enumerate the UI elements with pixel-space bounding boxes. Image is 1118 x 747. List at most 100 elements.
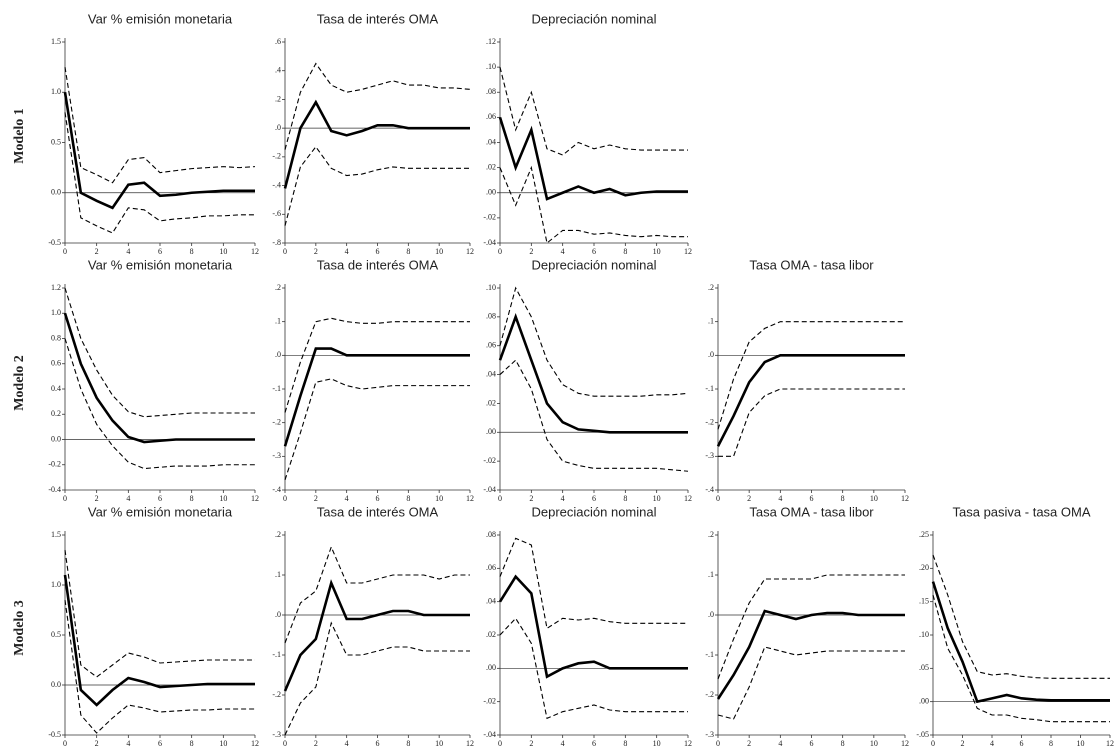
- y-tick-label: -0.2: [48, 460, 61, 469]
- line-series: [285, 583, 470, 691]
- y-tick-label: 1.2: [51, 283, 61, 292]
- y-tick-label: -.1: [272, 384, 281, 393]
- x-tick-label: 6: [158, 739, 162, 747]
- chart-title: Var % emisión monetaria: [88, 504, 233, 519]
- y-tick-label: -.1: [705, 650, 714, 659]
- x-tick-label: 8: [841, 494, 845, 503]
- x-tick-label: 0: [498, 247, 502, 256]
- y-tick-label: -.2: [272, 690, 281, 699]
- x-tick-label: 12: [251, 739, 259, 747]
- y-tick-label: .10: [486, 283, 496, 292]
- x-tick-label: 8: [623, 494, 627, 503]
- line-series: [500, 117, 688, 199]
- x-tick-label: 0: [63, 247, 67, 256]
- line-series: [65, 550, 255, 677]
- line-series: [718, 322, 905, 430]
- y-tick-label: .6: [275, 37, 281, 46]
- y-tick-label: -.3: [272, 730, 281, 739]
- x-tick-label: 4: [126, 739, 130, 747]
- x-tick-label: 4: [126, 247, 130, 256]
- line-series: [65, 575, 255, 705]
- x-tick-label: 2: [747, 494, 751, 503]
- x-tick-label: 4: [778, 739, 782, 747]
- line-series: [285, 318, 470, 412]
- line-series: [718, 355, 905, 446]
- y-tick-label: -.2: [705, 690, 714, 699]
- y-tick-label: 0.6: [51, 359, 61, 368]
- y-tick-label: .06: [486, 112, 496, 121]
- x-tick-label: 12: [466, 494, 474, 503]
- y-tick-label: -.2: [705, 417, 714, 426]
- y-tick-label: .20: [919, 563, 929, 572]
- y-tick-label: -.1: [705, 384, 714, 393]
- line-series: [285, 379, 470, 480]
- y-tick-label: 1.0: [51, 87, 61, 96]
- y-tick-label: -.3: [705, 451, 714, 460]
- chart-title: Tasa OMA - tasa libor: [749, 257, 874, 272]
- x-tick-label: 6: [376, 739, 380, 747]
- x-tick-label: 4: [561, 494, 565, 503]
- x-tick-label: 4: [561, 739, 565, 747]
- chart-title: Depreciación nominal: [531, 11, 656, 26]
- chart-title: Tasa OMA - tasa libor: [749, 504, 874, 519]
- line-series: [933, 582, 1110, 702]
- x-tick-label: 2: [314, 494, 318, 503]
- y-tick-label: .1: [708, 316, 714, 325]
- x-tick-label: 0: [716, 494, 720, 503]
- y-tick-label: -.2: [272, 152, 281, 161]
- chart-title: Var % emisión monetaria: [88, 11, 233, 26]
- y-tick-label: -.02: [483, 696, 496, 705]
- y-tick-label: .15: [919, 596, 929, 605]
- x-tick-label: 10: [870, 494, 878, 503]
- y-tick-label: -.02: [483, 213, 496, 222]
- x-tick-label: 2: [95, 247, 99, 256]
- y-tick-label: .02: [486, 162, 496, 171]
- line-series: [500, 360, 688, 471]
- chart-title: Tasa de interés OMA: [317, 257, 439, 272]
- y-tick-label: -0.4: [48, 485, 61, 494]
- x-tick-label: 6: [376, 494, 380, 503]
- y-tick-label: 0.5: [51, 630, 61, 639]
- x-tick-label: 6: [158, 247, 162, 256]
- line-series: [285, 349, 470, 447]
- x-tick-label: 8: [406, 739, 410, 747]
- y-tick-label: -.1: [272, 650, 281, 659]
- y-tick-label: .12: [486, 37, 496, 46]
- y-tick-label: 0.0: [51, 680, 61, 689]
- y-tick-label: .04: [486, 137, 496, 146]
- y-tick-label: .00: [486, 188, 496, 197]
- y-tick-label: .02: [486, 630, 496, 639]
- x-tick-label: 0: [716, 739, 720, 747]
- x-tick-label: 12: [684, 739, 692, 747]
- x-tick-label: 0: [63, 739, 67, 747]
- row-label: Modelo 2: [12, 355, 27, 411]
- x-tick-label: 12: [1106, 739, 1114, 747]
- x-tick-label: 10: [653, 247, 661, 256]
- y-tick-label: .1: [275, 316, 281, 325]
- y-tick-label: .04: [486, 369, 496, 378]
- x-tick-label: 12: [251, 494, 259, 503]
- x-tick-label: 2: [961, 739, 965, 747]
- line-series: [933, 555, 1110, 678]
- y-tick-label: 0.2: [51, 409, 61, 418]
- line-series: [65, 600, 255, 733]
- line-series: [500, 168, 688, 243]
- y-tick-label: -.3: [272, 451, 281, 460]
- figure: Modelo 1 Modelo 2 Modelo 3 Var % emisión…: [0, 0, 1118, 747]
- x-tick-label: 6: [1020, 739, 1024, 747]
- y-tick-label: .05: [919, 663, 929, 672]
- y-tick-label: 1.5: [51, 530, 61, 539]
- line-series: [285, 147, 470, 226]
- y-tick-label: .2: [708, 283, 714, 292]
- y-tick-label: 1.0: [51, 308, 61, 317]
- y-tick-label: .2: [275, 283, 281, 292]
- line-series: [65, 92, 255, 208]
- x-tick-label: 2: [529, 739, 533, 747]
- y-tick-label: .4: [275, 66, 281, 75]
- line-series: [285, 623, 470, 735]
- x-tick-label: 10: [870, 739, 878, 747]
- x-tick-label: 4: [345, 247, 349, 256]
- y-tick-label: .10: [919, 630, 929, 639]
- x-tick-label: 6: [810, 494, 814, 503]
- x-tick-label: 8: [406, 494, 410, 503]
